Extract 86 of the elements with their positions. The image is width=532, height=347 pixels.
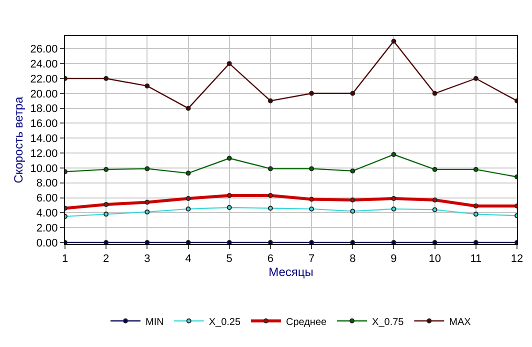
point <box>186 106 191 111</box>
x-tick-label: 7 <box>308 253 315 266</box>
y-tick-label: 10.00 <box>30 162 58 175</box>
y-tick-label: 6.00 <box>36 192 58 205</box>
point <box>104 212 109 217</box>
point <box>226 156 232 161</box>
point <box>473 203 478 208</box>
y-tick-label: 22.00 <box>30 73 58 86</box>
point <box>268 240 273 244</box>
point <box>144 83 150 88</box>
point <box>226 240 232 244</box>
point <box>350 168 356 174</box>
point <box>186 240 191 244</box>
point <box>186 196 191 202</box>
x-tick-label: 8 <box>350 253 356 266</box>
legend-label: X_0.75 <box>372 316 404 328</box>
point <box>104 202 109 207</box>
y-tick-label: 20.00 <box>30 88 58 100</box>
point <box>144 209 150 214</box>
y-tick-label: 12.00 <box>30 148 58 160</box>
point <box>309 240 314 244</box>
point <box>226 193 232 198</box>
point <box>350 198 356 203</box>
x-tick-label: 12 <box>510 253 524 266</box>
point <box>473 166 478 172</box>
legend-label: Среднее <box>286 316 328 328</box>
line-series <box>65 193 517 211</box>
point <box>391 152 396 158</box>
x-tick-label: 4 <box>185 253 192 266</box>
y-tick-label: 18.00 <box>30 103 58 116</box>
point <box>350 90 356 96</box>
x-tick-label: 1 <box>62 253 68 266</box>
point <box>144 166 150 172</box>
point <box>350 240 356 244</box>
x-tick-label: 10 <box>428 253 441 266</box>
line-series <box>65 204 517 219</box>
point <box>309 196 314 202</box>
point <box>268 166 273 172</box>
y-tick-label: 16.00 <box>30 118 58 130</box>
legend-label: X_0.25 <box>208 316 241 328</box>
x-tick-label: 9 <box>390 253 397 266</box>
point <box>391 196 396 202</box>
y-tick-label: 0.00 <box>36 237 58 250</box>
x-tick-label: 11 <box>470 253 482 266</box>
y-axis-title: Скорость ветра <box>12 96 26 184</box>
point <box>432 90 438 96</box>
x-tick-label: 3 <box>144 253 150 266</box>
point <box>226 61 232 66</box>
point <box>104 76 109 81</box>
point <box>391 38 396 44</box>
point <box>144 200 150 205</box>
point <box>391 240 396 244</box>
point <box>432 240 438 244</box>
y-tick-label: 4.00 <box>36 208 58 220</box>
y-tick-label: 8.00 <box>36 178 58 190</box>
legend-label: MIN <box>146 316 164 328</box>
point <box>144 240 150 244</box>
point <box>309 166 314 172</box>
point <box>350 208 356 214</box>
x-tick-label: 2 <box>103 253 110 266</box>
point <box>104 166 109 172</box>
point <box>391 206 396 212</box>
x-tick-label: 5 <box>226 253 232 266</box>
point <box>104 240 109 244</box>
point <box>473 240 478 244</box>
point <box>268 193 273 198</box>
x-tick-label: 6 <box>267 253 274 266</box>
legend-label: MAX <box>449 316 472 328</box>
point <box>226 204 232 210</box>
y-tick-label: 24.00 <box>30 58 58 70</box>
point <box>186 206 191 212</box>
point <box>473 76 478 81</box>
point <box>268 98 273 104</box>
x-axis-title: Месяцы <box>268 265 314 280</box>
y-tick-label: 14.00 <box>30 132 58 145</box>
point <box>432 166 438 172</box>
point <box>186 170 191 176</box>
point <box>432 207 438 212</box>
line-series <box>65 152 517 180</box>
point <box>268 206 273 211</box>
y-tick-label: 26.00 <box>30 44 58 56</box>
point <box>432 198 438 203</box>
point <box>309 206 314 212</box>
point <box>309 90 314 96</box>
point <box>473 212 478 217</box>
y-tick-label: 2.00 <box>36 222 58 234</box>
